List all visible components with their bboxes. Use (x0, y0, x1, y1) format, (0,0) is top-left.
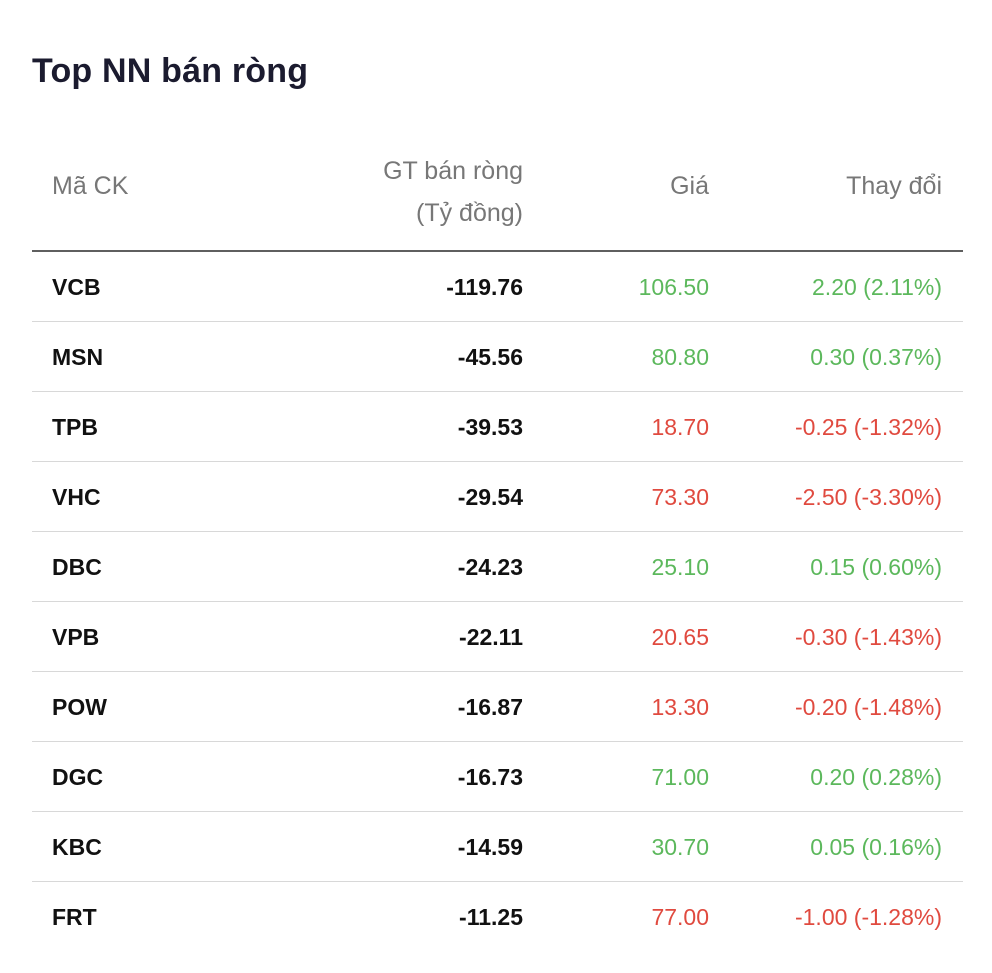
table-row[interactable]: DBC -24.23 25.10 0.15 (0.60%) (32, 532, 963, 602)
net-sell-value: -119.76 (446, 274, 523, 300)
price: 73.30 (651, 484, 709, 510)
price: 71.00 (651, 764, 709, 790)
stock-code[interactable]: KBC (52, 834, 102, 860)
stock-code[interactable]: POW (52, 694, 107, 720)
column-header-net-sell-value-line1: GT bán ròng (383, 157, 523, 185)
net-sell-value: -16.73 (457, 764, 523, 790)
table-body: VCB -119.76 106.50 2.20 (2.11%) MSN -45.56 80.… (32, 252, 963, 951)
stock-code[interactable]: VPB (52, 624, 100, 650)
price: 77.00 (651, 904, 709, 930)
price: 106.50 (638, 274, 709, 300)
price: 30.70 (651, 834, 709, 860)
price: 25.10 (651, 554, 709, 580)
stock-code[interactable]: FRT (52, 904, 97, 930)
price-change: -0.20 (-1.48%) (794, 694, 942, 720)
price-change: 2.20 (2.11%) (812, 274, 942, 300)
stock-code[interactable]: MSN (52, 344, 104, 370)
price-change: -2.50 (-3.30%) (794, 484, 942, 510)
price-change: -0.25 (-1.32%) (794, 414, 942, 440)
table-row[interactable]: VCB -119.76 106.50 2.20 (2.11%) (32, 252, 963, 322)
net-sell-value: -39.53 (457, 414, 523, 440)
page-title: Top NN bán ròng (32, 52, 309, 90)
column-header-change[interactable]: Thay đổi (846, 172, 942, 200)
table-row[interactable]: VHC -29.54 73.30 -2.50 (-3.30%) (32, 462, 963, 532)
stock-code[interactable]: DGC (52, 764, 104, 790)
price-change: 0.05 (0.16%) (810, 834, 942, 860)
price: 80.80 (651, 344, 709, 370)
price-change: 0.15 (0.60%) (810, 554, 942, 580)
stock-code[interactable]: VCB (52, 274, 101, 300)
stock-code[interactable]: TPB (52, 414, 98, 440)
net-sell-value: -29.54 (457, 484, 523, 510)
price: 13.30 (651, 694, 709, 720)
net-sell-value: -11.25 (459, 904, 523, 930)
table-row[interactable]: KBC -14.59 30.70 0.05 (0.16%) (32, 812, 963, 882)
stock-code[interactable]: DBC (52, 554, 102, 580)
price-change: -0.30 (-1.43%) (794, 624, 942, 650)
net-sell-table: Mã CK GT bán ròng (Tỷ đồng) Giá Thay đổi… (32, 142, 963, 951)
column-header-price[interactable]: Giá (670, 172, 709, 200)
table-header: Mã CK GT bán ròng (Tỷ đồng) Giá Thay đổi (32, 142, 963, 252)
table-row[interactable]: VPB -22.11 20.65 -0.30 (-1.43%) (32, 602, 963, 672)
price-change: -1.00 (-1.28%) (794, 904, 942, 930)
net-sell-value: -22.11 (459, 624, 523, 650)
net-sell-value: -24.23 (457, 554, 523, 580)
net-sell-value: -14.59 (457, 834, 523, 860)
price-change: 0.20 (0.28%) (810, 764, 942, 790)
stock-code[interactable]: VHC (52, 484, 101, 510)
table-row[interactable]: FRT -11.25 77.00 -1.00 (-1.28%) (32, 882, 963, 951)
column-header-net-sell-value[interactable]: GT bán ròng (Tỷ đồng) (383, 150, 523, 234)
net-sell-value: -45.56 (457, 344, 523, 370)
table-row[interactable]: POW -16.87 13.30 -0.20 (-1.48%) (32, 672, 963, 742)
price-change: 0.30 (0.37%) (810, 344, 942, 370)
price: 20.65 (651, 624, 709, 650)
table-row[interactable]: DGC -16.73 71.00 0.20 (0.28%) (32, 742, 963, 812)
table-row[interactable]: TPB -39.53 18.70 -0.25 (-1.32%) (32, 392, 963, 462)
net-sell-value: -16.87 (457, 694, 523, 720)
column-header-code[interactable]: Mã CK (52, 172, 129, 200)
table-row[interactable]: MSN -45.56 80.80 0.30 (0.37%) (32, 322, 963, 392)
price: 18.70 (651, 414, 709, 440)
column-header-net-sell-value-unit: (Tỷ đồng) (416, 199, 523, 227)
